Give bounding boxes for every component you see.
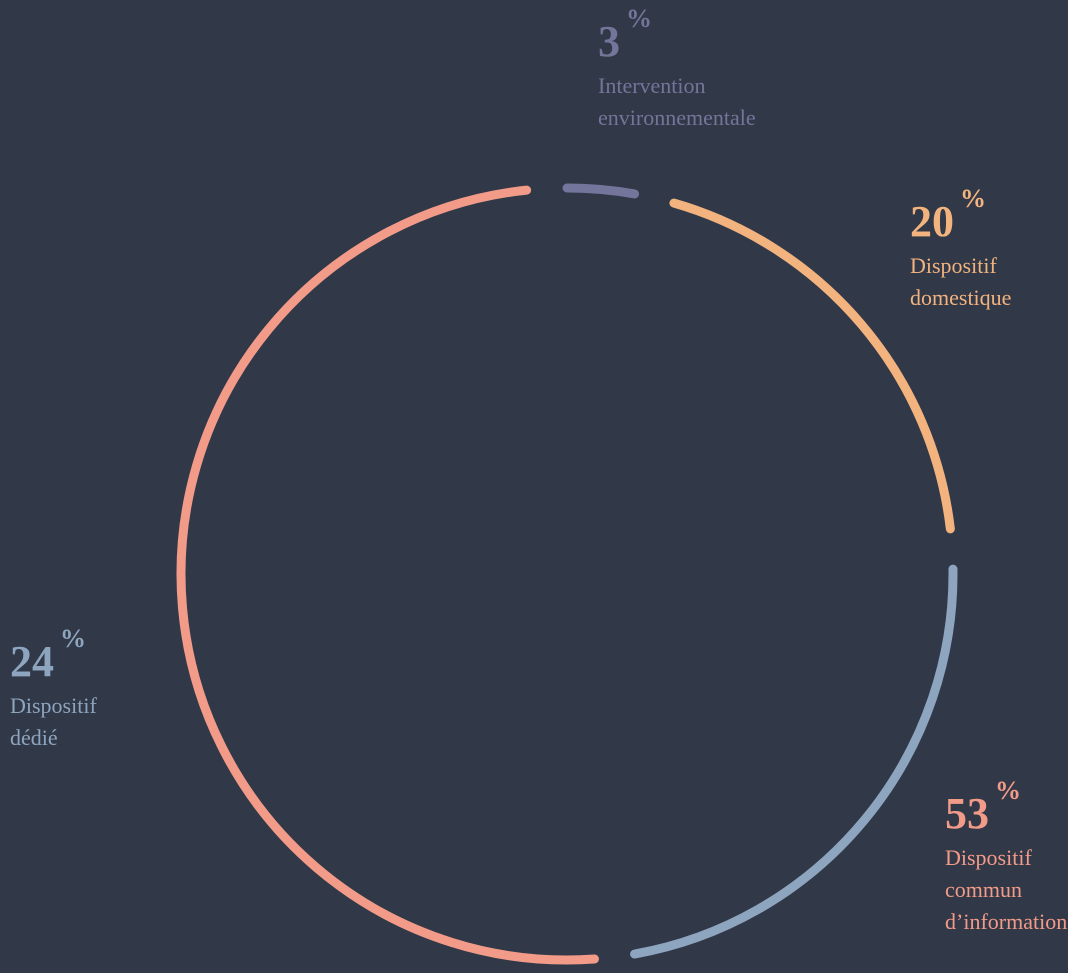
category-label: Intervention environnementale — [598, 73, 756, 130]
value-label: 53% — [945, 776, 1067, 838]
donut-arc — [630, 564, 958, 959]
category-label: Dispositif commun d’information — [945, 845, 1068, 934]
category-label: Dispositif domestique — [910, 253, 1012, 310]
value: 53 — [945, 789, 989, 838]
value: 3 — [598, 17, 620, 66]
donut-arc — [669, 198, 955, 534]
value: 20 — [910, 197, 954, 246]
donut-arc — [562, 183, 640, 199]
unit: % — [60, 624, 86, 653]
segment-label: 53% Dispositif commun d’information — [945, 776, 1068, 938]
value-label: 3% — [598, 4, 756, 66]
category-label: Dispositif dédié — [10, 693, 97, 750]
value: 24 — [10, 637, 54, 686]
segment-label: 20% Dispositif domestique — [910, 184, 1012, 314]
value-label: 20% — [910, 184, 1011, 246]
unit: % — [626, 4, 652, 33]
unit: % — [960, 184, 986, 213]
unit: % — [995, 776, 1021, 805]
donut-arc — [176, 185, 599, 965]
segment-label: 3% Intervention environnementale — [598, 4, 756, 134]
segment-label: 24% Dispositif dédié — [10, 624, 97, 754]
value-label: 24% — [10, 624, 97, 686]
